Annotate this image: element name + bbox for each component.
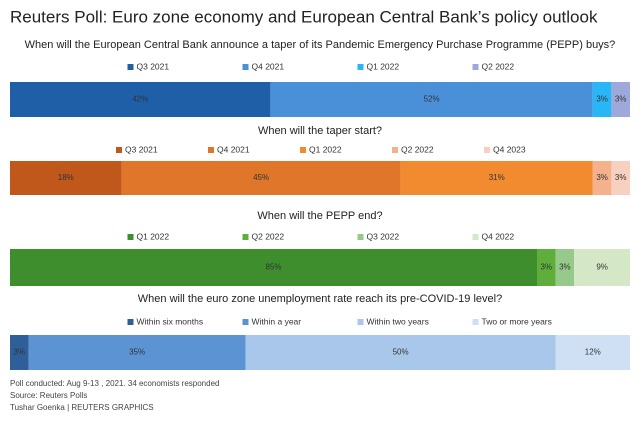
- data-label: 52%: [424, 95, 440, 104]
- data-label: 3%: [14, 348, 26, 357]
- legend-label: Within six months: [137, 316, 204, 326]
- chart-subtitle: When will the European Central Bank anno…: [25, 39, 616, 51]
- bar-segment: [10, 249, 537, 286]
- legend-label: Q3 2021: [137, 61, 170, 71]
- legend-swatch: [300, 147, 306, 153]
- data-label: 31%: [489, 173, 505, 182]
- legend-swatch: [472, 234, 479, 240]
- legend-swatch: [242, 234, 249, 240]
- bar-segment: [121, 161, 401, 195]
- legend-swatch: [208, 147, 214, 153]
- data-label: 35%: [129, 348, 145, 357]
- data-label: 3%: [596, 95, 608, 104]
- legend-label: Q3 2022: [367, 231, 400, 241]
- note: Source: Reuters Polls: [10, 391, 87, 400]
- data-label: 18%: [58, 173, 74, 182]
- legend-swatch: [242, 64, 249, 70]
- legend-label: Q1 2022: [367, 61, 400, 71]
- bar-segment: [611, 161, 630, 195]
- bar-segment: [400, 161, 593, 195]
- legend-swatch: [357, 234, 364, 240]
- legend-swatch: [127, 64, 134, 70]
- bar-segment: [28, 335, 246, 370]
- bar-segment: [10, 161, 122, 195]
- legend-label: Q1 2022: [137, 231, 170, 241]
- legend-swatch: [116, 147, 122, 153]
- legend-swatch: [127, 319, 134, 325]
- chart-subtitle: When will the euro zone unemployment rat…: [138, 293, 502, 305]
- data-label: 3%: [596, 173, 608, 182]
- bar-segment: [611, 82, 630, 117]
- bar-segment: [592, 161, 612, 195]
- legend-swatch: [472, 64, 479, 70]
- data-label: 12%: [585, 348, 601, 357]
- legend-label: Q1 2022: [309, 144, 342, 154]
- bar-segment: [555, 335, 630, 370]
- legend-label: Q4 2023: [493, 144, 526, 154]
- bar-segment: [574, 249, 630, 286]
- legend-label: Q2 2022: [252, 231, 285, 241]
- bar-segment: [270, 82, 593, 117]
- legend-label: Q2 2022: [401, 144, 434, 154]
- chart-subtitle: When will the taper start?: [258, 125, 382, 137]
- legend-label: Q4 2022: [482, 231, 515, 241]
- legend-swatch: [484, 147, 490, 153]
- legend-label: Within a year: [252, 316, 302, 326]
- legend-label: Q4 2021: [217, 144, 250, 154]
- bar-segment: [537, 249, 556, 286]
- bar-segment: [592, 82, 612, 117]
- data-label: 85%: [265, 263, 281, 272]
- legend-swatch: [242, 319, 249, 325]
- note: Poll conducted: Aug 9-13 , 2021. 34 econ…: [10, 379, 219, 388]
- data-label: 3%: [541, 263, 553, 272]
- bar-segment: [10, 335, 29, 370]
- bar-segment: [245, 335, 556, 370]
- bar-segment: [555, 249, 575, 286]
- data-label: 3%: [615, 95, 627, 104]
- legend-label: Within two years: [367, 316, 429, 326]
- data-label: 50%: [393, 348, 409, 357]
- data-label: 3%: [559, 263, 571, 272]
- legend-swatch: [357, 319, 364, 325]
- legend-label: Q3 2021: [125, 144, 158, 154]
- legend-label: Two or more years: [482, 316, 552, 326]
- legend-swatch: [127, 234, 134, 240]
- note: Tushar Goenka | REUTERS GRAPHICS: [10, 403, 154, 412]
- legend-label: Q2 2022: [482, 61, 515, 71]
- data-label: 45%: [253, 173, 269, 182]
- legend-label: Q4 2021: [252, 61, 285, 71]
- legend-swatch: [392, 147, 398, 153]
- legend-swatch: [357, 64, 364, 70]
- data-label: 9%: [596, 263, 608, 272]
- bar-segment: [10, 82, 271, 117]
- chart-title: Reuters Poll: Euro zone economy and Euro…: [10, 7, 598, 26]
- legend-swatch: [472, 319, 479, 325]
- data-label: 3%: [615, 173, 627, 182]
- chart-subtitle: When will the PEPP end?: [257, 210, 382, 222]
- data-label: 42%: [132, 95, 148, 104]
